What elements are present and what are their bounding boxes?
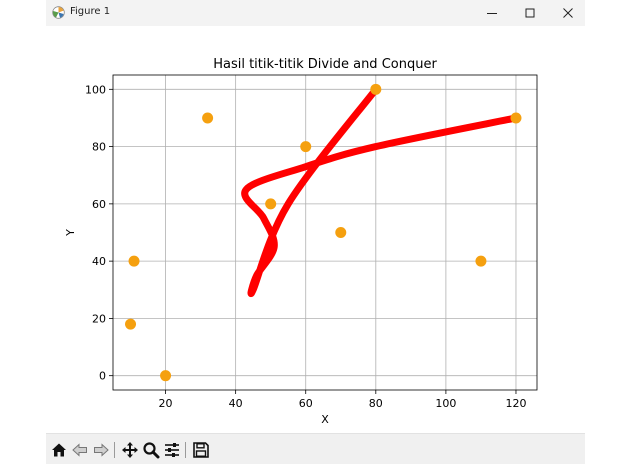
data-point bbox=[475, 255, 487, 267]
axes-frame bbox=[112, 74, 538, 391]
toolbar-separator bbox=[114, 442, 115, 458]
toolbar-separator bbox=[185, 442, 186, 458]
x-tick-label: 40 bbox=[229, 397, 243, 410]
grid bbox=[113, 75, 537, 390]
window-title: Figure 1 bbox=[70, 6, 111, 17]
chart: 20 40 60 80 100 120 0 20 40 60 80 100 Hasil titik-t… bbox=[64, 57, 538, 426]
data-point bbox=[300, 141, 312, 153]
data-point bbox=[510, 112, 522, 124]
x-tick-label: 60 bbox=[299, 397, 313, 410]
back-arrow-icon bbox=[72, 443, 87, 457]
ticks: 20 40 60 80 100 120 0 20 40 60 80 100 bbox=[85, 83, 526, 410]
maximize-icon bbox=[525, 8, 535, 18]
forward-button[interactable] bbox=[92, 441, 110, 459]
point-series bbox=[125, 83, 522, 382]
magnifier-icon bbox=[143, 442, 160, 459]
zoom-button[interactable] bbox=[142, 441, 160, 459]
curve-series bbox=[241, 85, 520, 298]
close-icon bbox=[563, 8, 573, 18]
data-point bbox=[202, 112, 214, 124]
sliders-icon bbox=[165, 443, 179, 457]
y-tick-label: 60 bbox=[92, 198, 106, 211]
y-tick-label: 100 bbox=[85, 83, 106, 96]
configure-subplots-button[interactable] bbox=[163, 441, 181, 459]
home-icon bbox=[52, 443, 66, 457]
curve-line bbox=[241, 85, 520, 298]
x-tick-label: 20 bbox=[159, 397, 173, 410]
y-tick-label: 0 bbox=[99, 370, 106, 383]
x-tick-label: 100 bbox=[435, 397, 456, 410]
minimize-button[interactable] bbox=[474, 2, 510, 24]
data-point bbox=[265, 198, 277, 210]
matplotlib-icon bbox=[52, 6, 65, 19]
pan-icon bbox=[122, 442, 138, 458]
y-axis-label: Y bbox=[64, 229, 77, 237]
pan-button[interactable] bbox=[121, 441, 139, 459]
x-tick-label: 80 bbox=[369, 397, 383, 410]
data-point bbox=[160, 370, 172, 382]
data-point bbox=[128, 255, 140, 267]
title-bar: Figure 1 bbox=[46, 0, 585, 27]
y-tick-label: 20 bbox=[92, 312, 106, 325]
data-point bbox=[335, 227, 347, 238]
minimize-icon bbox=[487, 13, 497, 14]
navigation-toolbar bbox=[46, 433, 585, 464]
save-button[interactable] bbox=[192, 441, 210, 459]
close-button[interactable] bbox=[550, 2, 586, 24]
x-tick-label: 120 bbox=[505, 397, 526, 410]
data-point bbox=[125, 318, 137, 330]
y-tick-label: 40 bbox=[92, 255, 106, 268]
figure-canvas: 20 40 60 80 100 120 0 20 40 60 80 100 Hasil titik-t… bbox=[46, 26, 585, 433]
home-button[interactable] bbox=[50, 441, 68, 459]
x-axis-label: X bbox=[321, 413, 329, 426]
forward-arrow-icon bbox=[94, 443, 109, 457]
maximize-button[interactable] bbox=[512, 2, 548, 24]
save-icon bbox=[193, 442, 209, 458]
data-point bbox=[370, 83, 382, 95]
back-button[interactable] bbox=[71, 441, 89, 459]
y-tick-label: 80 bbox=[92, 141, 106, 154]
figure-window: Figure 1 20 40 60 80 100 120 0 20 40 60 80 100 Has bbox=[46, 0, 585, 464]
chart-title: Hasil titik-titik Divide and Conquer bbox=[213, 57, 437, 72]
